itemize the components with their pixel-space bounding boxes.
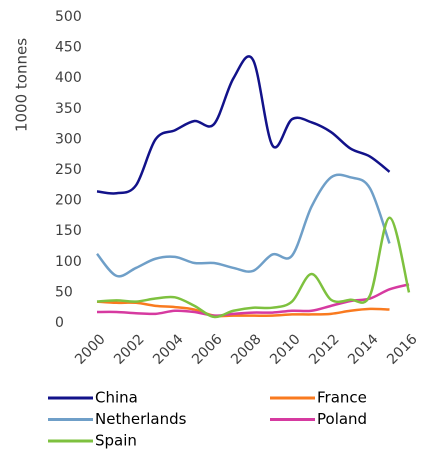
x-tick-label: 2012 (306, 331, 343, 368)
x-tick-label: 2004 (150, 331, 187, 368)
legend-label: Poland (317, 410, 367, 428)
y-tick-label: 200 (55, 193, 82, 209)
y-tick-label: 250 (55, 162, 82, 178)
x-tick-label: 2002 (111, 331, 148, 368)
legend-label: Spain (95, 432, 137, 450)
series-line (96, 300, 390, 318)
x-tick-label: 2008 (228, 331, 265, 368)
y-tick-label: 300 (55, 131, 82, 147)
x-tick-label: 2000 (72, 331, 109, 368)
y-tick-label: 100 (55, 254, 82, 270)
x-tick-label: 2010 (267, 331, 304, 368)
y-tick-label: 450 (55, 40, 82, 56)
legend-label: China (95, 389, 138, 407)
x-tick-label: 2006 (189, 331, 226, 368)
y-tick-label: 500 (55, 9, 82, 25)
y-tick-label: 50 (55, 284, 73, 300)
x-tick-label: 2016 (384, 331, 421, 368)
series-line (96, 55, 391, 195)
y-tick-label: 0 (55, 315, 64, 331)
y-axis-label: 1000 tonnes (13, 38, 31, 132)
series-line (96, 173, 391, 278)
legend-label: Netherlands (95, 410, 187, 428)
series-line (96, 216, 411, 319)
y-tick-label: 400 (55, 70, 82, 86)
y-tick-label: 150 (55, 223, 82, 239)
legend-label: France (317, 389, 367, 407)
x-tick-label: 2014 (345, 331, 382, 368)
y-tick-label: 350 (55, 101, 82, 117)
